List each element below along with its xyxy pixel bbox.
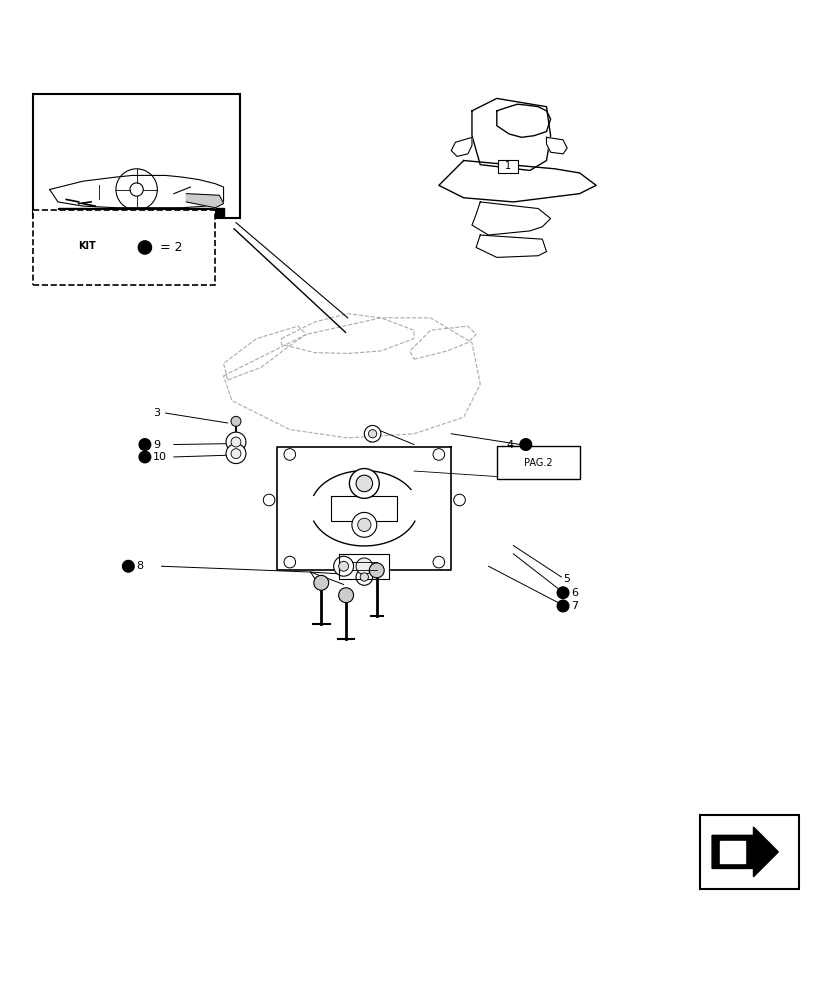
Circle shape — [351, 512, 376, 537]
Circle shape — [453, 494, 465, 506]
Circle shape — [122, 560, 134, 572]
Polygon shape — [471, 202, 550, 235]
Polygon shape — [719, 841, 744, 863]
Text: 4: 4 — [505, 440, 513, 450]
Text: 6: 6 — [571, 588, 577, 598]
Circle shape — [231, 449, 241, 459]
Circle shape — [349, 469, 379, 498]
Bar — [496, 446, 579, 479]
Text: PAG.2: PAG.2 — [523, 458, 552, 468]
Text: 7: 7 — [571, 601, 578, 611]
Circle shape — [369, 563, 384, 578]
Circle shape — [138, 241, 151, 254]
Circle shape — [284, 556, 295, 568]
Circle shape — [557, 600, 568, 612]
Circle shape — [263, 494, 275, 506]
Polygon shape — [186, 194, 223, 208]
Circle shape — [226, 432, 246, 452]
Circle shape — [338, 588, 353, 603]
Text: 10: 10 — [153, 452, 167, 462]
Circle shape — [356, 475, 372, 492]
Circle shape — [360, 573, 368, 581]
Circle shape — [231, 437, 241, 447]
Polygon shape — [339, 554, 389, 579]
Circle shape — [368, 430, 376, 438]
Bar — [33, 94, 240, 218]
Circle shape — [231, 416, 241, 426]
Polygon shape — [496, 104, 550, 137]
Polygon shape — [451, 137, 471, 156]
Circle shape — [338, 561, 348, 571]
Polygon shape — [58, 208, 223, 216]
Text: 1: 1 — [504, 161, 511, 171]
Text: KIT: KIT — [78, 241, 96, 251]
Circle shape — [364, 425, 380, 442]
Circle shape — [519, 439, 531, 450]
Circle shape — [356, 569, 372, 585]
Text: 5: 5 — [562, 574, 569, 584]
Circle shape — [139, 451, 151, 463]
Text: 8: 8 — [136, 561, 144, 571]
Circle shape — [284, 449, 295, 460]
Text: 3: 3 — [153, 408, 160, 418]
Text: 9: 9 — [153, 440, 160, 450]
Circle shape — [433, 556, 444, 568]
Circle shape — [433, 449, 444, 460]
Polygon shape — [711, 827, 777, 877]
Circle shape — [313, 575, 328, 590]
Bar — [33, 210, 215, 285]
Circle shape — [557, 587, 568, 599]
Polygon shape — [277, 447, 451, 570]
Polygon shape — [438, 161, 595, 202]
Text: = 2: = 2 — [160, 241, 182, 254]
Polygon shape — [546, 137, 566, 154]
Circle shape — [357, 518, 370, 531]
FancyBboxPatch shape — [498, 160, 518, 173]
Bar — [699, 815, 798, 889]
Circle shape — [333, 556, 353, 576]
Circle shape — [226, 444, 246, 464]
Polygon shape — [471, 98, 550, 170]
Circle shape — [356, 558, 372, 575]
Circle shape — [139, 439, 151, 450]
